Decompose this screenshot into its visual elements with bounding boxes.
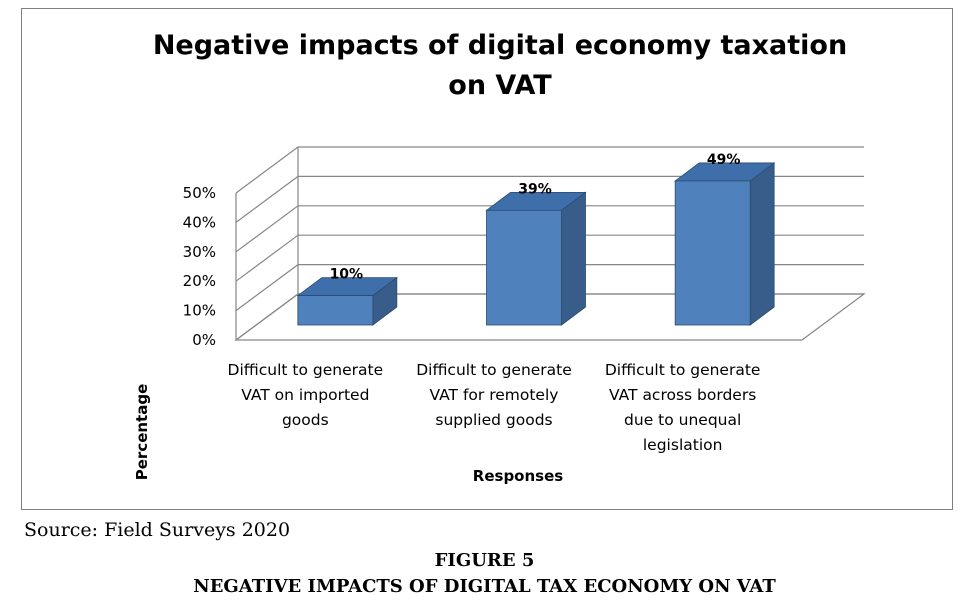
bar [674, 180, 751, 326]
y-tick-labels: 0% 10% 20% 30% 40% 50% [183, 184, 216, 349]
figure-caption: NEGATIVE IMPACTS OF DIGITAL TAX ECONOMY … [193, 576, 776, 597]
chart-title-line-2: on VAT [448, 70, 552, 101]
bar-layer: 10% 39% 49% [296, 152, 776, 326]
gridline-diagonal [235, 234, 299, 282]
category-label: Difficult to generate VAT on imported good… [228, 361, 384, 429]
category-labels: Difficult to generate VAT on imported good… [228, 361, 761, 454]
y-tick-label: 20% [183, 272, 216, 290]
y-axis-label: Percentage [133, 384, 151, 481]
bar [486, 209, 562, 326]
bar-side [749, 162, 775, 326]
figure-label: FIGURE 5 [434, 550, 535, 571]
category-label: Difficult to generate VAT for remotely sup… [416, 361, 572, 429]
chart-title: Negative impacts of digital economy taxa… [120, 26, 880, 106]
floor [234, 293, 866, 341]
bar [297, 295, 374, 326]
data-label: 10% [330, 267, 364, 283]
x-axis-label: Responses [473, 467, 563, 485]
data-label: 39% [518, 181, 552, 197]
category-label: Difficult to generate VAT across borders d… [605, 361, 761, 454]
y-tick-label: 10% [183, 302, 216, 320]
y-tick-label: 50% [183, 184, 216, 202]
y-tick-label: 0% [192, 331, 216, 349]
data-label: 49% [707, 152, 741, 168]
chart-title-line-1: Negative impacts of digital economy taxa… [152, 30, 848, 61]
chart-plot: 0% 10% 20% 30% 40% 50% 10% 39% 49% Difficult to… [133, 146, 866, 485]
y-tick-label: 30% [183, 243, 216, 261]
y-tick-label: 40% [183, 213, 216, 231]
bar-side [561, 191, 586, 326]
gridline-diagonal [235, 205, 299, 253]
gridline-diagonal [235, 175, 299, 223]
gridline-diagonal [235, 264, 299, 312]
source-note: Source: Field Surveys 2020 [24, 519, 291, 541]
gridline-diagonal [235, 146, 299, 194]
